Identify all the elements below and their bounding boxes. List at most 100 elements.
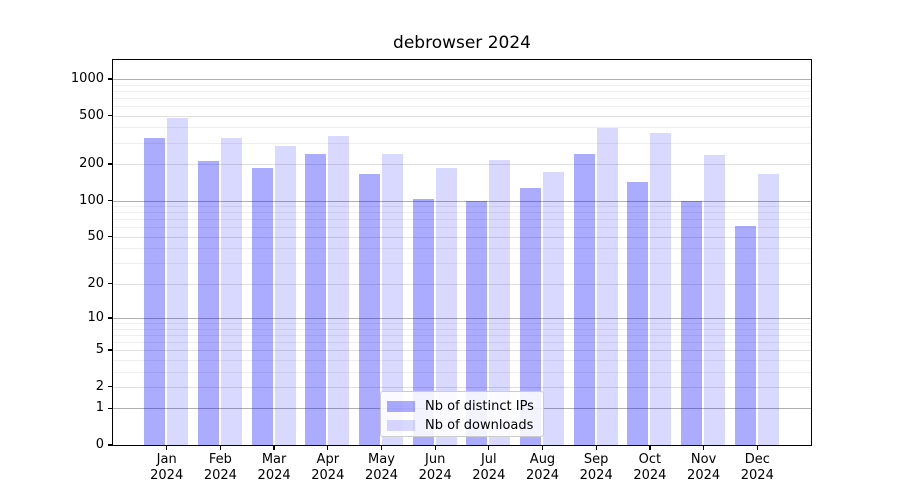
bar-distinct-ips-nov — [681, 200, 703, 445]
x-tick-label-line: 2024 — [525, 468, 560, 483]
gridline-60 — [113, 227, 811, 229]
gridline-40 — [113, 248, 811, 250]
bar-distinct-ips-dec — [734, 225, 756, 445]
y-tick-mark-1000 — [108, 78, 113, 80]
y-tick-label-200: 200 — [79, 156, 104, 171]
bar-distinct-ips-feb — [197, 160, 219, 445]
gridline-5 — [113, 350, 811, 352]
bars-layer — [113, 60, 811, 445]
x-tick-mark-may — [380, 445, 383, 450]
x-tick-label-line: 2024 — [257, 468, 291, 483]
bar-downloads-feb — [220, 138, 242, 445]
x-tick-mark-jun — [434, 445, 436, 450]
gridline-500 — [113, 115, 811, 117]
gridline-1000 — [113, 78, 811, 80]
gridline-300 — [113, 142, 811, 144]
gridline-50 — [113, 236, 811, 238]
gridline-90 — [113, 206, 811, 207]
x-tick-label-mar: Mar 2024 — [239, 452, 309, 484]
legend-item-downloads: Nb of downloads — [387, 416, 537, 435]
x-tick-mark-aug — [541, 445, 544, 450]
y-tick-mark-0 — [108, 444, 113, 446]
y-tick-label-1000: 1000 — [70, 70, 104, 86]
x-tick-label-line: Jul — [480, 452, 497, 467]
x-tick-label-line: Dec — [744, 452, 770, 467]
gridline-7 — [113, 334, 811, 336]
x-tick-label-apr: Apr 2024 — [293, 452, 363, 484]
x-tick-label-line: May — [368, 452, 395, 467]
x-tick-label-nov: Nov 2024 — [669, 452, 739, 484]
bar-distinct-ips-jan — [144, 137, 166, 445]
gridline-3 — [113, 371, 811, 373]
x-tick-mark-mar — [273, 445, 275, 450]
gridline-70 — [113, 219, 811, 221]
bar-downloads-dec — [757, 173, 779, 445]
x-tick-label-line: 2024 — [472, 468, 506, 483]
bar-distinct-ips-oct — [627, 182, 649, 445]
x-tick-mark-feb — [219, 445, 222, 450]
y-tick-mark-2 — [108, 386, 113, 388]
bar-distinct-ips-jun — [412, 199, 434, 445]
bar-downloads-apr — [328, 136, 350, 445]
x-tick-mark-apr — [327, 445, 329, 450]
x-tick-label-line: 2024 — [579, 468, 613, 483]
bar-downloads-jun — [435, 167, 457, 445]
y-tick-mark-10 — [108, 317, 113, 319]
x-tick-label-jun: Jun 2024 — [400, 452, 470, 484]
x-tick-label-jul: Jul 2024 — [454, 452, 524, 484]
x-tick-label-may: May 2024 — [347, 452, 417, 484]
x-tick-mark-sep — [595, 445, 597, 450]
x-tick-label-jan: Jan 2024 — [132, 452, 202, 484]
gridline-400 — [113, 127, 811, 129]
x-tick-label-line: Oct — [638, 452, 662, 467]
legend-label-distinct-ips: Nb of distinct IPs — [425, 399, 534, 414]
plot-area — [112, 59, 812, 446]
bar-distinct-ips-may — [359, 174, 380, 445]
x-tick-label-line: 2024 — [633, 468, 667, 483]
x-tick-label-line: Jun — [425, 452, 446, 467]
legend-swatch-distinct-ips — [387, 401, 415, 412]
x-tick-label-line: 2024 — [364, 468, 399, 483]
x-tick-label-aug: Aug 2024 — [508, 452, 578, 484]
y-tick-label-20: 20 — [87, 275, 104, 291]
y-tick-label-2: 2 — [95, 378, 104, 394]
y-tick-mark-5 — [108, 349, 113, 351]
x-tick-label-line: Apr — [316, 452, 340, 467]
gridline-20 — [113, 283, 811, 285]
gridline-10 — [113, 318, 811, 319]
bar-distinct-ips-apr — [305, 153, 327, 445]
x-tick-mark-oct — [649, 445, 651, 450]
y-tick-label-100: 100 — [79, 192, 104, 208]
x-tick-label-line: 2024 — [311, 468, 345, 483]
gridline-4 — [113, 359, 811, 361]
x-tick-label-feb: Feb 2024 — [185, 452, 255, 484]
x-tick-label-line: Nov — [690, 452, 717, 467]
x-tick-label-line: Mar — [261, 452, 287, 467]
x-tick-label-line: 2024 — [203, 468, 237, 483]
x-tick-mark-nov — [702, 445, 705, 450]
gridline-900 — [113, 84, 811, 86]
y-tick-label-50: 50 — [87, 228, 104, 244]
bar-downloads-jan — [167, 117, 189, 445]
y-tick-mark-50 — [108, 236, 113, 238]
gridline-100 — [113, 200, 811, 202]
grid-layer — [113, 60, 811, 445]
gridline-8 — [113, 328, 811, 330]
gridline-200 — [113, 164, 811, 165]
legend-item-distinct-ips: Nb of distinct IPs — [387, 397, 537, 416]
x-tick-label-dec: Dec 2024 — [722, 452, 792, 484]
bar-distinct-ips-sep — [573, 154, 595, 445]
legend-label-downloads: Nb of downloads — [425, 418, 534, 433]
y-tick-label-10: 10 — [87, 310, 104, 325]
x-tick-label-line: 2024 — [740, 468, 774, 483]
gridline-800 — [113, 90, 811, 92]
gridline-80 — [113, 212, 811, 214]
x-tick-mark-jan — [166, 445, 168, 450]
y-tick-mark-1 — [108, 407, 113, 409]
x-tick-label-line: 2024 — [687, 468, 721, 483]
y-tick-label-1: 1 — [95, 400, 104, 416]
x-tick-label-line: 2024 — [418, 468, 452, 483]
y-tick-label-5: 5 — [95, 342, 104, 358]
x-tick-label-line: Aug — [529, 452, 556, 467]
